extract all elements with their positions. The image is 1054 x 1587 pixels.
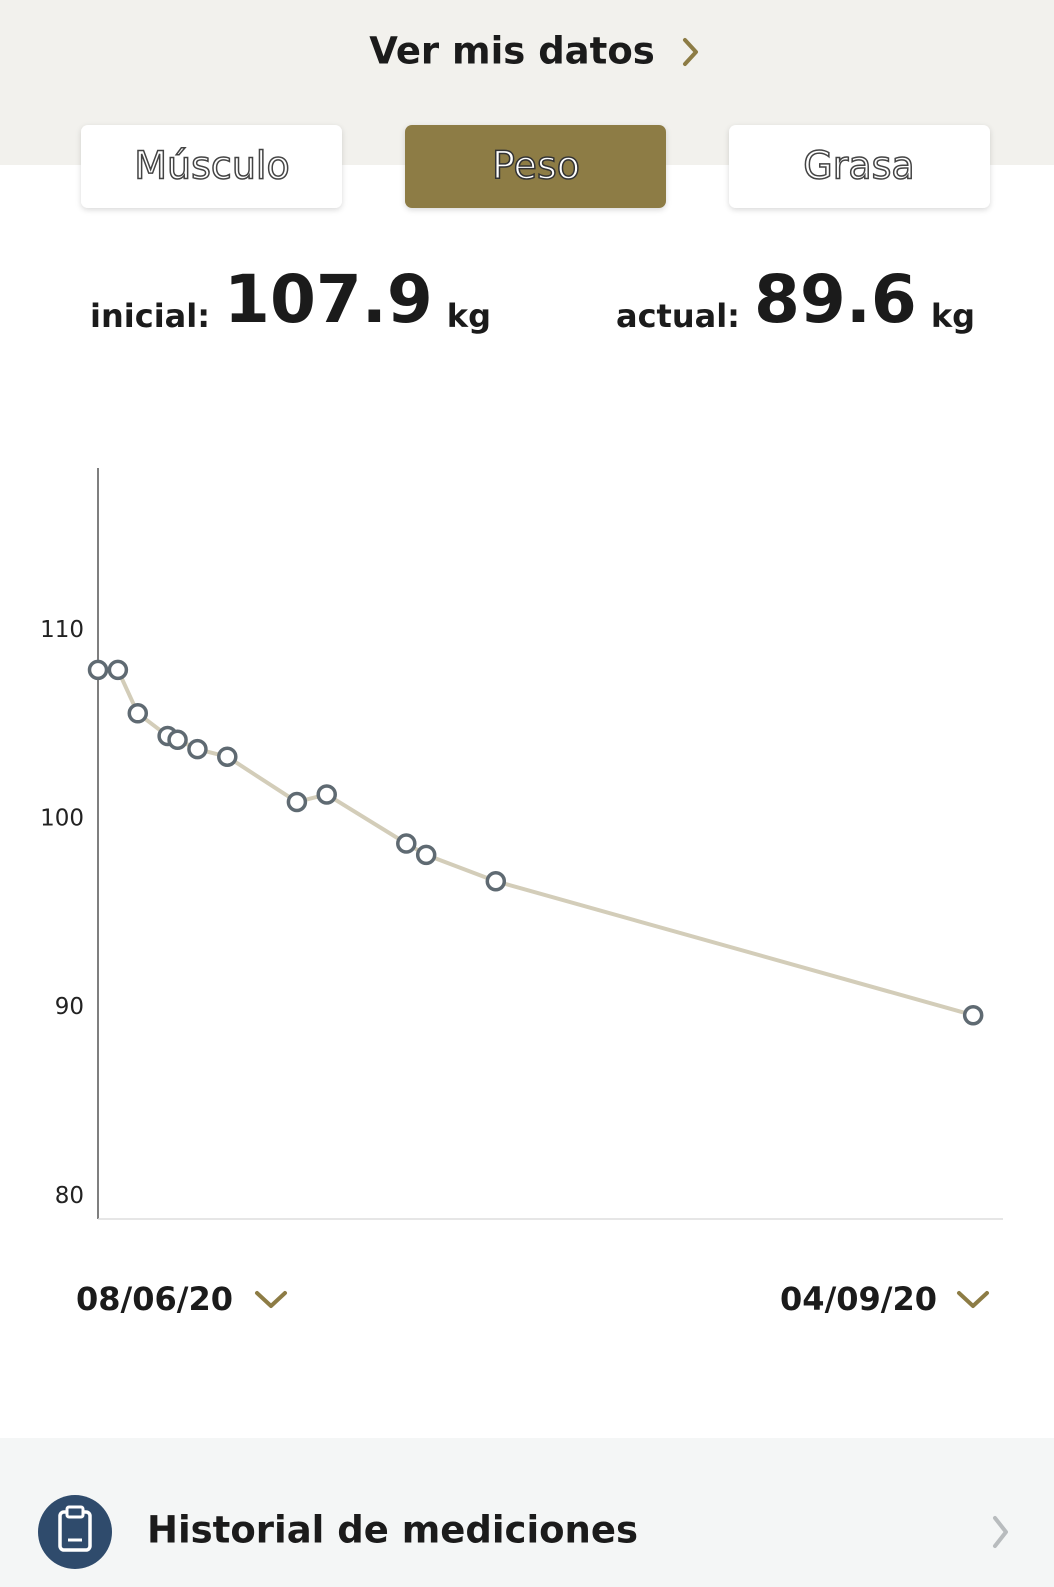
point bbox=[415, 844, 437, 866]
footer-bg[interactable] bbox=[0, 1438, 1054, 1587]
point bbox=[485, 870, 507, 892]
stat-label: actual: bbox=[616, 297, 740, 335]
dropdown-chevron[interactable] bbox=[255, 1291, 287, 1308]
tab[interactable] bbox=[729, 125, 990, 208]
header-title[interactable]: Ver mis datos bbox=[369, 30, 655, 73]
line bbox=[98, 667, 974, 1018]
tab-label[interactable]: Grasa bbox=[803, 143, 916, 189]
point bbox=[962, 1004, 984, 1026]
header-chevron[interactable] bbox=[683, 38, 698, 66]
tab-label[interactable]: Peso bbox=[491, 143, 581, 189]
stat-current: actual: 89.6 kg bbox=[616, 261, 975, 338]
y-tick-label: 90 bbox=[55, 994, 84, 1020]
y-tick-label: 100 bbox=[40, 805, 84, 831]
footer-icon bbox=[38, 1495, 112, 1569]
stat-unit: kg bbox=[447, 297, 491, 335]
stat-value: 89.6 bbox=[754, 261, 917, 338]
stat-label: inicial: bbox=[90, 297, 210, 335]
point bbox=[167, 729, 188, 750]
date-end[interactable]: 04/09/20 bbox=[780, 1280, 937, 1318]
point bbox=[87, 659, 109, 681]
stat-unit: kg bbox=[931, 297, 975, 335]
point bbox=[127, 703, 149, 724]
point bbox=[187, 738, 208, 760]
point bbox=[286, 791, 308, 813]
tab-selected[interactable] bbox=[405, 125, 666, 208]
footer-title[interactable]: Historial de mediciones bbox=[147, 1509, 638, 1552]
stat-initial: inicial: 107.9 kg bbox=[90, 261, 491, 338]
tab-label[interactable]: Músculo bbox=[134, 143, 291, 189]
dropdown-chevron[interactable] bbox=[957, 1291, 989, 1308]
y-tick-label: 110 bbox=[40, 617, 84, 643]
chart: 80 90 100 110 bbox=[40, 468, 1003, 1220]
point bbox=[217, 746, 238, 767]
icon-clip bbox=[65, 1505, 85, 1519]
date-start[interactable]: 08/06/20 bbox=[76, 1280, 233, 1318]
footer-chevron[interactable] bbox=[993, 1516, 1008, 1548]
point bbox=[107, 659, 129, 681]
stat-value: 107.9 bbox=[224, 261, 433, 338]
tab[interactable] bbox=[81, 125, 342, 208]
point bbox=[396, 833, 417, 854]
y-tick-label: 80 bbox=[55, 1183, 84, 1209]
point bbox=[316, 784, 337, 805]
